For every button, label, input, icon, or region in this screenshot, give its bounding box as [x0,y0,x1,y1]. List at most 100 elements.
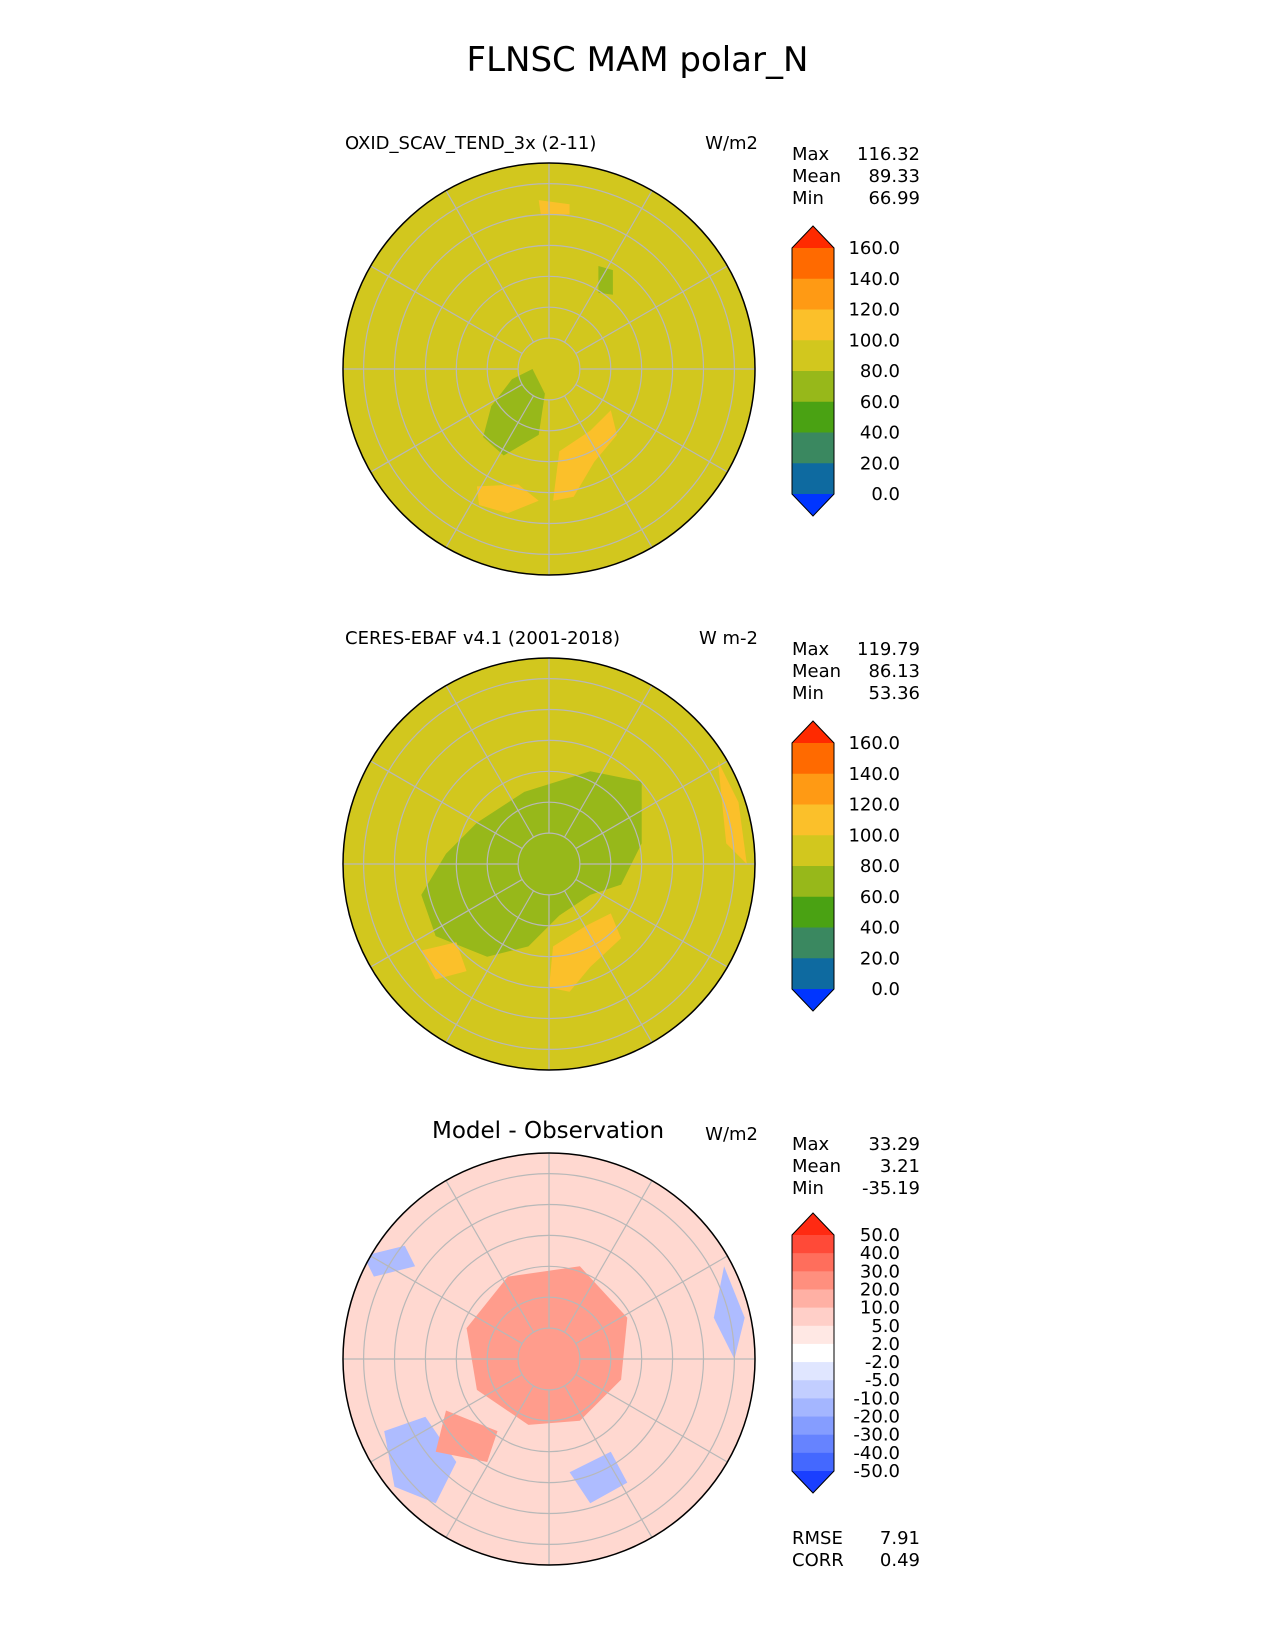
stat-value: 89.33 [868,166,920,187]
colorbar-extend-bottom [792,494,834,516]
meridian-line [563,890,653,1043]
panel-title: Model - Observation [432,1118,665,1144]
colorbar-tick-label: 0.0 [871,979,900,1000]
meridian-line [445,1180,535,1333]
field-region [549,913,622,992]
field-region [553,410,617,501]
field-region [717,761,747,864]
colorbar-tick-label: -40.0 [853,1443,900,1464]
meridian-line [370,878,523,968]
stat-label: Max [792,144,830,165]
meridian-line [575,383,728,473]
colorbar-segment [792,1398,834,1418]
colorbar-tick-label: 40.0 [860,918,900,939]
colorbar-tick-label: 10.0 [860,1298,900,1319]
colorbar-segment [792,804,834,836]
colorbar-tick-label: 40.0 [860,1243,900,1264]
meridian-line [370,1255,523,1345]
meridian-line [445,890,535,1043]
colorbar-tick-label: -30.0 [853,1425,900,1446]
metric-value: 7.91 [879,1528,920,1549]
colorbar-segment [792,1452,834,1472]
field-region [363,1245,416,1277]
colorbar-segment [792,1235,834,1254]
colorbar-segment [792,1362,834,1381]
stat-label: Min [792,188,824,209]
colorbar-segment [792,340,834,372]
colorbar-outline [791,225,835,517]
colorbar: 160.0 140.0 120.0 100.0 80.0 60.0 40.0 20.0 0.0 [791,720,900,1012]
colorbar-tick-label: -50.0 [853,1461,900,1482]
meridian-line [575,1373,728,1463]
stat-label: Mean [792,1156,842,1177]
stat-value: 53.36 [868,683,920,704]
figure-title: FLNSC MAM polar_N [466,40,809,80]
field-region [713,1266,745,1359]
colorbar-segment [792,278,834,310]
colorbar-tick-label: 60.0 [860,392,900,413]
colorbar-tick-label: 60.0 [860,887,900,908]
meridian-line [563,190,653,343]
colorbar-tick-label: -20.0 [853,1407,900,1428]
colorbar-segment [792,432,834,464]
meridian-line [370,1373,523,1463]
stats-box: Max 116.32 Mean 89.33 Min 66.99 [792,144,920,210]
colorbar-tick-label: 40.0 [860,423,900,444]
field-region [598,266,613,295]
colorbar-segment [792,1271,834,1290]
meridian-line [445,685,535,838]
meridian-line [370,760,523,850]
field-region [421,771,642,957]
colorbar-segment [792,1434,834,1454]
colorbar: 160.0 140.0 120.0 100.0 80.0 60.0 40.0 20.0 0.0 [791,225,900,517]
colorbar-tick-label: 0.0 [871,484,900,505]
stat-label: Max [792,1134,830,1155]
map-border [342,657,756,1071]
colorbar-extend-top [792,1213,834,1235]
colorbar-tick-label: 160.0 [848,238,900,259]
colorbar-tick-label: 20.0 [860,1279,900,1300]
colorbar-tick-label: -5.0 [865,1370,900,1391]
metric-label: RMSE [792,1528,843,1549]
map-border [342,162,756,576]
colorbar-outline [791,720,835,1012]
colorbar-segment [792,866,834,898]
colorbar-extend-bottom [792,989,834,1011]
colorbar-tick-label: 80.0 [860,361,900,382]
meridian-line [575,1255,728,1345]
stat-label: Mean [792,661,842,682]
panel-units: W/m2 [705,133,758,154]
map-field [343,1153,755,1565]
colorbar-tick-label: 30.0 [860,1261,900,1282]
colorbar-segment [792,371,834,403]
colorbar-tick-label: 100.0 [848,825,900,846]
polar-map [342,162,756,576]
stat-value: 86.13 [868,661,920,682]
meridian-line [575,760,728,850]
colorbar-tick-label: 20.0 [860,948,900,969]
colorbar-segment [792,1253,834,1272]
metrics-box: RMSE 7.91 CORR 0.49 [792,1528,920,1572]
colorbar-extend-top [792,226,834,248]
stat-value: 66.99 [868,188,920,209]
colorbar-extend-top [792,721,834,743]
colorbar-tick-label: -2.0 [865,1352,900,1373]
colorbar-segment [792,927,834,959]
meridian-line [370,265,523,355]
field-region [384,1416,457,1504]
colorbar-segment [792,773,834,805]
panel-title: OXID_SCAV_TEND_3x (2-11) [345,133,597,154]
colorbar-segment [792,1343,834,1363]
colorbar-tick-label: 100.0 [848,330,900,351]
colorbar-tick-label: 20.0 [860,453,900,474]
stat-value: -35.19 [861,1178,920,1199]
metric-value: 0.49 [879,1550,920,1571]
stat-value: 3.21 [879,1156,920,1177]
colorbar-tick-label: 120.0 [848,795,900,816]
stat-label: Min [792,683,824,704]
stat-label: Max [792,639,830,660]
stats-box: Max 119.79 Mean 86.13 Min 53.36 [792,639,920,705]
meridian-line [563,1385,653,1538]
field-region [476,484,539,514]
